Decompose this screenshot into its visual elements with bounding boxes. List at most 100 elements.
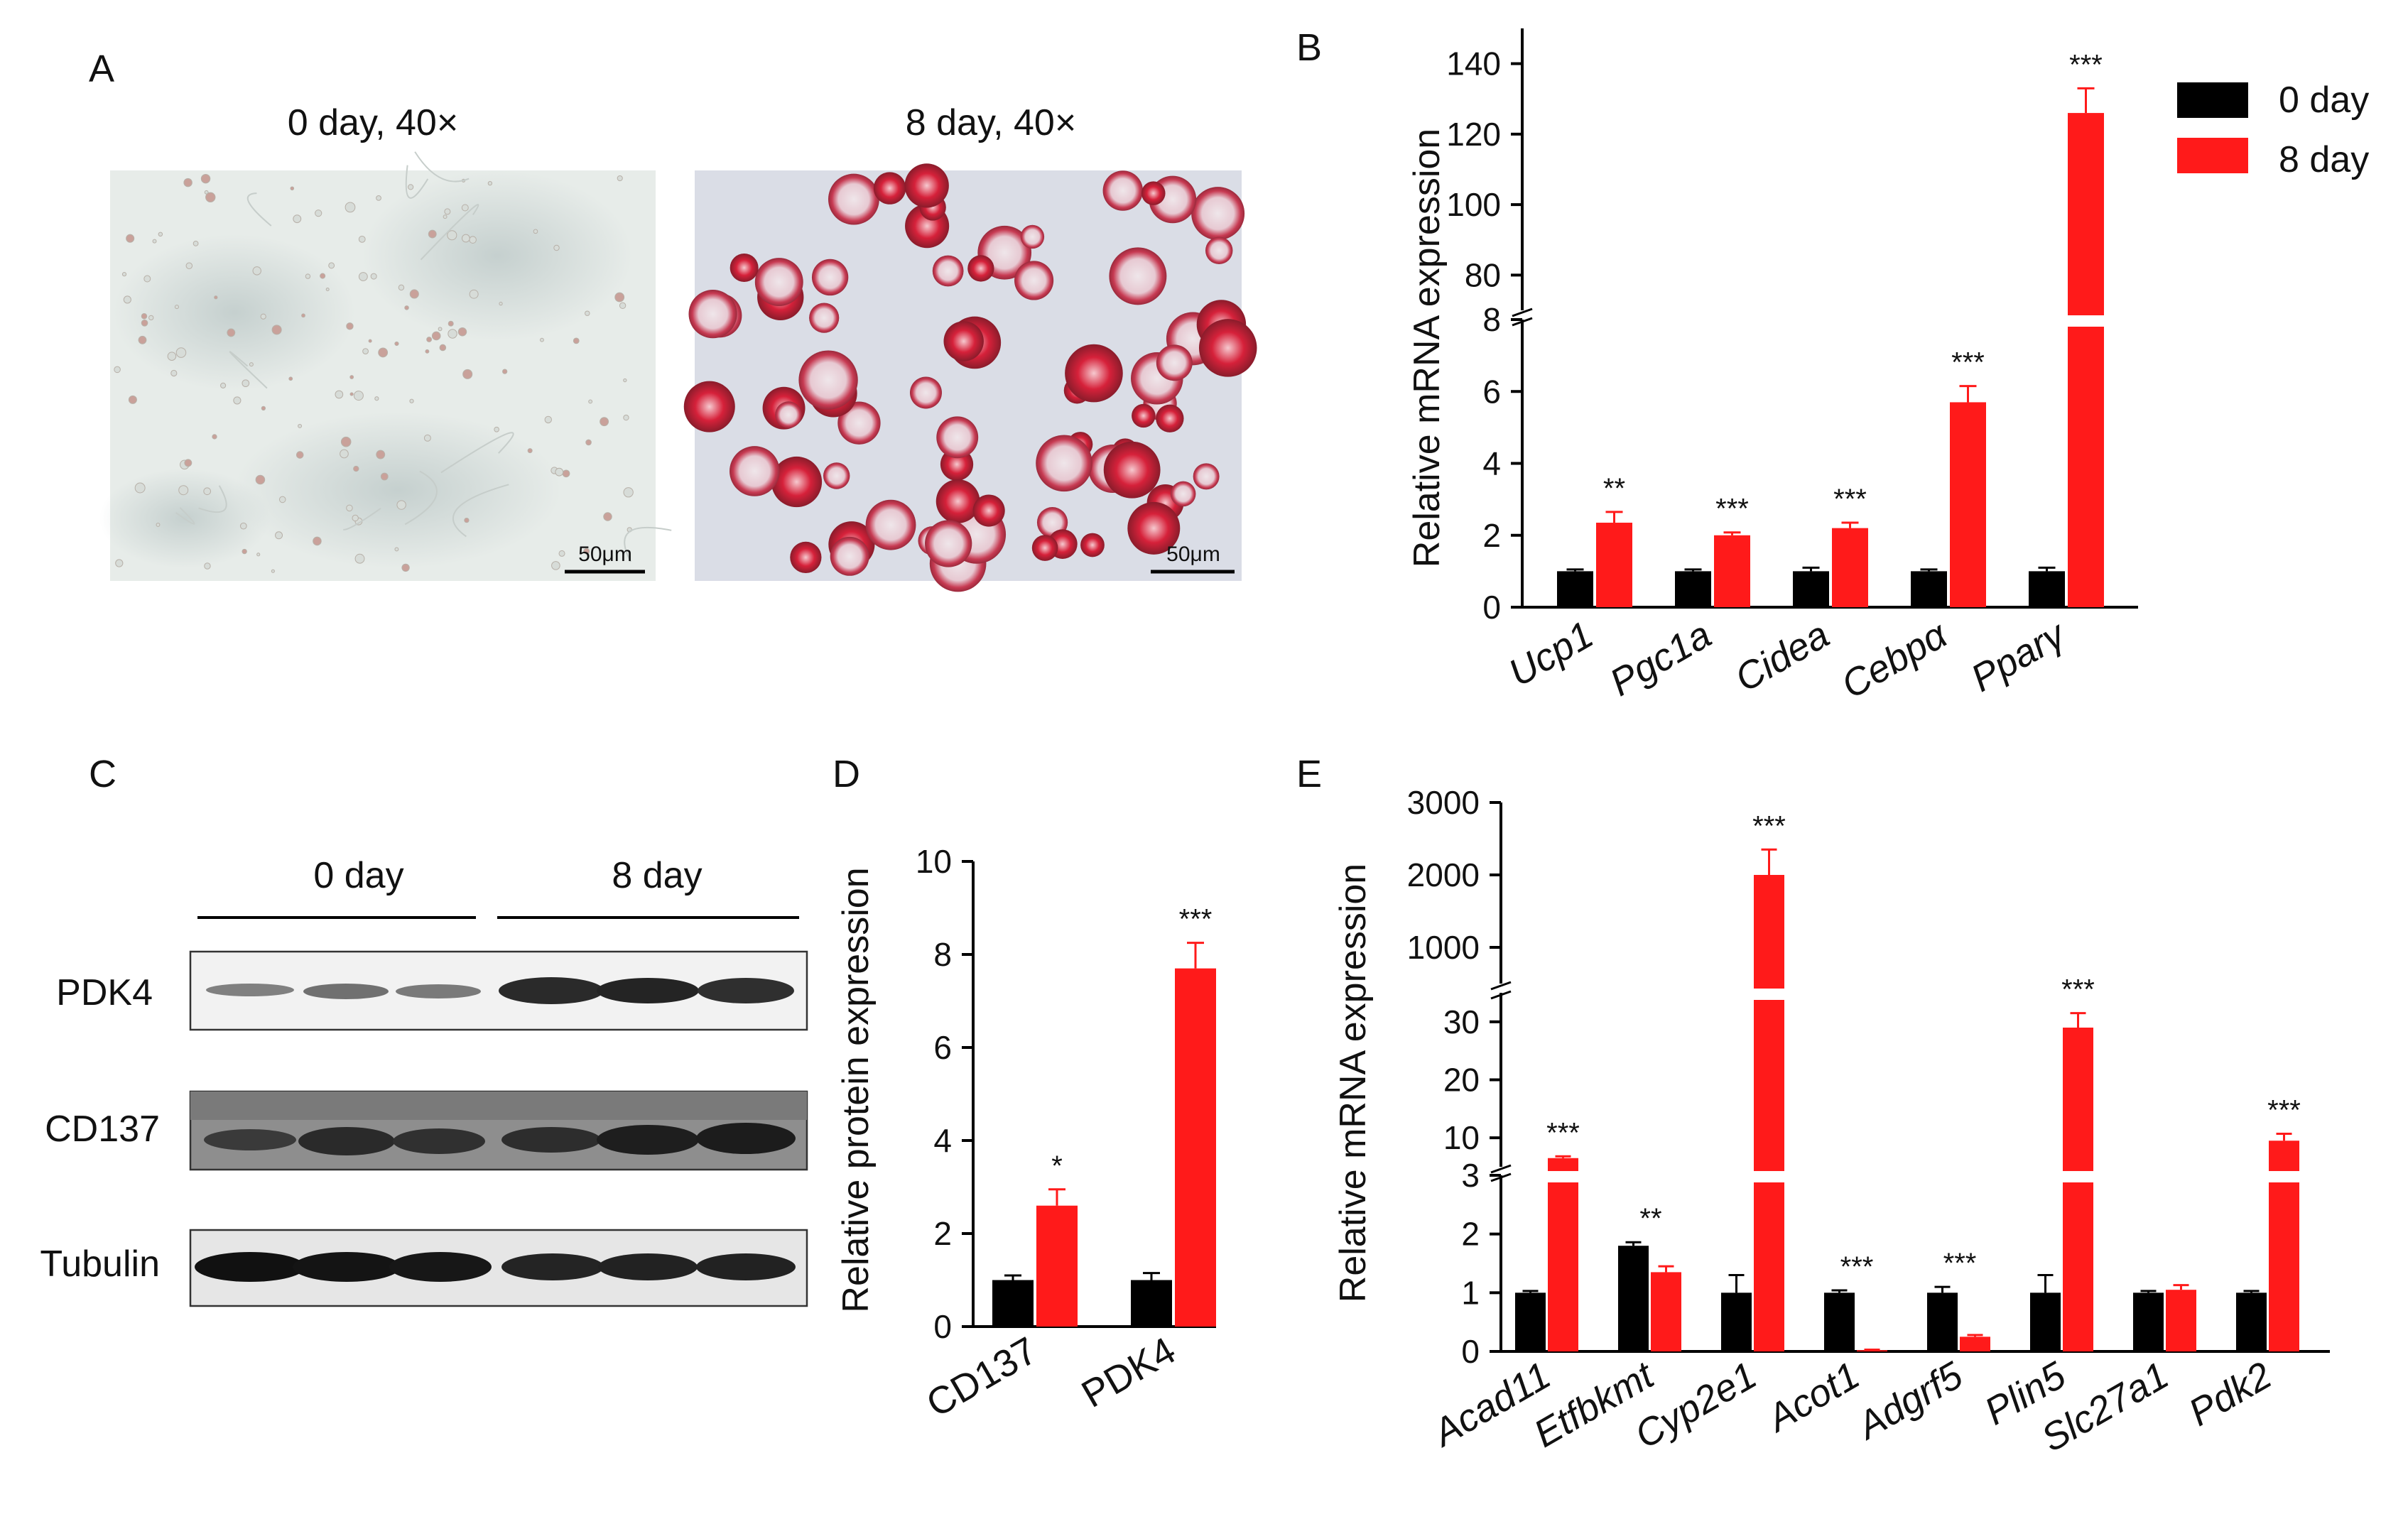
chart-e-tick-label: 20 (1443, 1062, 1480, 1099)
chart-e-bar-0day (1618, 1246, 1649, 1351)
cell-speck (227, 328, 236, 337)
cell-speck (183, 178, 192, 187)
cell-speck (148, 315, 154, 321)
cell-speck (220, 382, 227, 388)
lipid-cell (823, 462, 850, 489)
cell-speck (185, 262, 193, 270)
cell-speck (192, 241, 199, 246)
cell-speck (499, 301, 503, 306)
cell-speck (358, 235, 366, 243)
chart-e-bar-break (1752, 1171, 1786, 1182)
chart-b-tick-label: 8 (1482, 301, 1501, 338)
lipid-cell (1156, 344, 1193, 381)
cell-speck (349, 392, 354, 396)
cell-outline (440, 432, 514, 474)
cell-speck (617, 175, 623, 182)
lipid-cell (1020, 224, 1045, 249)
chart-b-axis-break-mark (1512, 307, 1533, 317)
chart-d-tick-label: 0 (933, 1308, 952, 1345)
cell-speck (255, 474, 266, 485)
cell-speck (469, 289, 479, 299)
cell-speck (558, 550, 565, 557)
lipid-cell (771, 456, 823, 508)
chart-b-significance: *** (1833, 484, 1867, 515)
cell-outline (404, 470, 438, 526)
cell-speck (600, 417, 609, 427)
chart-b-tick-label: 4 (1482, 445, 1501, 482)
micrograph-8day: 50μm (683, 163, 1257, 592)
cell-speck (340, 436, 352, 447)
lipid-cell (730, 254, 759, 282)
cell-speck (614, 292, 625, 303)
cell-speck (447, 230, 457, 241)
cell-speck (167, 352, 177, 361)
cell-speck (242, 548, 247, 555)
chart-e-significance: *** (1752, 810, 1786, 842)
cell-speck (439, 344, 447, 352)
cell-speck (271, 325, 282, 335)
cell-speck (204, 190, 209, 195)
micrograph-8day-cells (683, 163, 1257, 592)
chart-e-axis-break-mark (1490, 1164, 1512, 1174)
blot-pdk4 (189, 950, 808, 1031)
chart-b-category-label: Pparγ (1964, 612, 2074, 700)
chart-b-bar-0day (1911, 571, 1947, 607)
lipid-cell (683, 381, 735, 432)
chart-d-bar-0day (992, 1280, 1034, 1327)
lipid-cell (865, 499, 916, 550)
lipid-cell (1014, 261, 1054, 300)
lipid-cell (798, 350, 858, 410)
panel-label-d: D (833, 753, 860, 795)
cell-speck (305, 273, 311, 279)
chart-e-bar-8day (1754, 875, 1784, 1351)
lipid-cell (909, 376, 942, 409)
cell-speck (138, 335, 147, 344)
blot-cd137 (189, 1090, 808, 1171)
chart-b-tick-label: 120 (1446, 116, 1501, 153)
lipid-cell (730, 446, 780, 496)
chart-b-significance: ** (1603, 473, 1625, 504)
chart-b-ylabel: Relative mRNA expression (1406, 129, 1448, 567)
cell-speck (448, 329, 457, 339)
chart-e-bar-0day (2133, 1292, 2164, 1351)
legend-swatch-8day (2177, 138, 2248, 173)
lipid-cell (972, 494, 1005, 527)
chart-e-category-label: Adgrf5 (1849, 1354, 1970, 1448)
cell-speck (178, 485, 189, 496)
chart-e-bar-8day (1960, 1337, 1990, 1351)
wb-group-0day: 0 day (313, 855, 403, 896)
chart-e-axis-break-mark (1490, 981, 1512, 991)
cell-speck (619, 302, 627, 310)
chart-b-bar-break (2066, 315, 2106, 327)
panel-c: 0 day 8 day PDK4 CD137 Tubulin (40, 855, 808, 1307)
lipid-cell (837, 401, 881, 445)
chart-e-category-label: Pdk2 (2181, 1354, 2279, 1435)
chart-e-bar-break (2061, 1171, 2095, 1182)
lipid-cell (1031, 535, 1058, 561)
cell-speck (380, 472, 389, 481)
micrograph-0day-cells (114, 151, 672, 573)
chart-b-tick-label: 2 (1482, 517, 1501, 554)
chart-d-tick-label: 6 (933, 1029, 952, 1066)
cell-speck (623, 487, 634, 498)
legend-swatch-0day (2177, 82, 2248, 118)
chart-b-bar-0day (1557, 571, 1593, 607)
cell-speck (462, 369, 473, 379)
cell-outline (198, 485, 227, 513)
chart-e-tick-label: 30 (1443, 1003, 1480, 1040)
cell-speck (457, 327, 467, 337)
chart-b: Relative mRNA expression 0 day 8 day 0 2 4… (1406, 28, 2369, 707)
cell-speck (431, 331, 441, 341)
cell-outline (405, 165, 429, 199)
cell-speck (353, 391, 364, 401)
chart-b-bar-8day (1596, 523, 1632, 607)
chart-d-bar-8day (1175, 968, 1216, 1327)
cell-speck (340, 449, 349, 459)
chart-e-significance: ** (1639, 1203, 1661, 1234)
chart-b-axis-break-mark (1512, 317, 1533, 327)
panel-a: 0 day, 40× 8 day, 40× 50μm 50μm (99, 102, 1257, 592)
chart-e-tick-label: 3000 (1407, 784, 1480, 821)
chart-b-category-label: Cidea (1728, 613, 1836, 700)
